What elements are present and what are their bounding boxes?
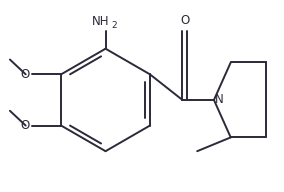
Text: O: O xyxy=(180,14,189,27)
Text: 2: 2 xyxy=(111,21,117,30)
Text: O: O xyxy=(20,68,30,81)
Text: N: N xyxy=(215,94,224,106)
Text: O: O xyxy=(20,119,30,132)
Text: NH: NH xyxy=(92,15,109,28)
